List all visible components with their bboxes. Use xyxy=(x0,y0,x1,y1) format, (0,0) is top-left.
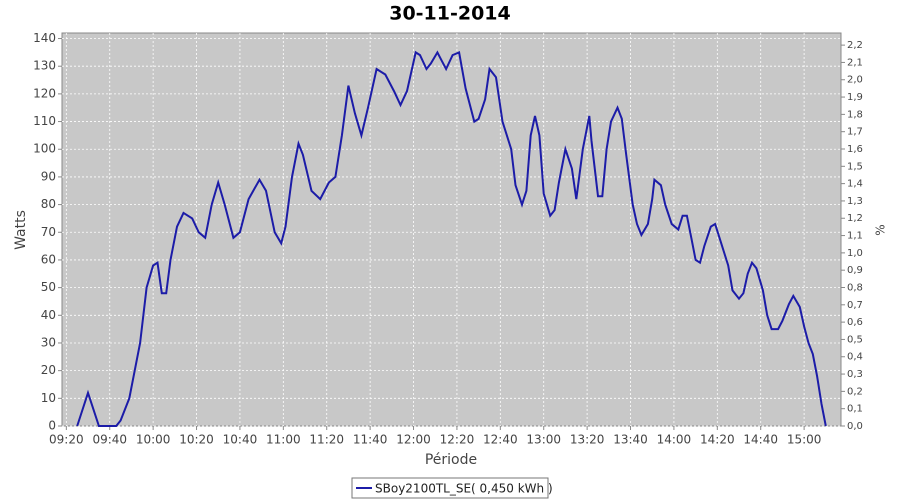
x-tick-label: 13:20 xyxy=(570,433,605,447)
y2-tick-label: 2,1 xyxy=(847,57,863,68)
y2-tick-label: 2,0 xyxy=(847,75,863,86)
legend xyxy=(351,477,549,499)
y2-tick-label: 0,4 xyxy=(847,352,863,363)
y2-tick-label: 1,9 xyxy=(847,92,863,103)
y2-axis: 0,0 0,1 0,2 0,3 0,4 0,5 0,6 0,7 0,8 0,9 1,0 1,1 1,2 1… xyxy=(841,40,863,432)
y2-tick-label: 0,0 xyxy=(847,421,863,432)
y2-tick-label: 0,7 xyxy=(847,300,863,311)
y2-tick-label: 1,7 xyxy=(847,127,863,138)
y2-tick-label: 0,6 xyxy=(847,317,863,328)
x-tick-label: 10:00 xyxy=(136,433,171,447)
y-tick-label: 80 xyxy=(41,197,56,211)
y2-tick-label: 1,0 xyxy=(847,248,863,259)
x-tick-label: 11:00 xyxy=(266,433,301,447)
y2-tick-label: 1,2 xyxy=(847,213,863,224)
y-tick-label: 140 xyxy=(33,31,56,45)
y-tick-label: 110 xyxy=(33,114,56,128)
x-tick-label: 10:40 xyxy=(223,433,258,447)
y2-tick-label: 1,4 xyxy=(847,179,863,190)
x-tick-label: 10:20 xyxy=(179,433,214,447)
chart-title: 30-11-2014 xyxy=(389,3,511,25)
y-tick-label: 50 xyxy=(41,280,56,294)
x-tick-label: 12:20 xyxy=(440,433,475,447)
y2-tick-label: 0,2 xyxy=(847,386,863,397)
x-tick-label: 14:00 xyxy=(657,433,692,447)
y-tick-label: 90 xyxy=(41,169,56,183)
y2-tick-label: 1,5 xyxy=(847,161,863,172)
x-tick-label: 13:00 xyxy=(526,433,561,447)
x-tick-label: 12:00 xyxy=(396,433,431,447)
y2-tick-label: 0,8 xyxy=(847,282,863,293)
plot-area xyxy=(61,32,842,427)
y-tick-label: 10 xyxy=(41,391,56,405)
y-tick-label: 0 xyxy=(48,419,56,433)
y-tick-label: 70 xyxy=(41,225,56,239)
y-tick-label: 130 xyxy=(33,59,56,73)
y2-tick-label: 0,1 xyxy=(847,404,863,415)
y-tick-label: 40 xyxy=(41,308,56,322)
legend-label: SBoy2100TL_SE( 0,450 kWh ) xyxy=(375,482,553,496)
x-axis-label: Période xyxy=(425,452,477,468)
y-tick-label: 30 xyxy=(41,335,56,349)
y2-tick-label: 1,6 xyxy=(847,144,863,155)
x-tick-label: 11:20 xyxy=(309,433,344,447)
y2-tick-label: 2,2 xyxy=(847,40,863,51)
y2-tick-label: 0,5 xyxy=(847,334,863,345)
x-tick-label: 09:40 xyxy=(92,433,127,447)
x-tick-label: 09:20 xyxy=(49,433,84,447)
y-axis-label: Watts xyxy=(13,210,29,250)
y2-axis-label: % xyxy=(874,224,888,235)
y2-tick-label: 0,9 xyxy=(847,265,863,276)
x-tick-label: 12:40 xyxy=(483,433,518,447)
y2-tick-label: 1,8 xyxy=(847,109,863,120)
x-tick-label: 11:40 xyxy=(353,433,388,447)
y-tick-label: 60 xyxy=(41,252,56,266)
x-tick-label: 14:20 xyxy=(700,433,735,447)
x-tick-label: 14:40 xyxy=(743,433,778,447)
x-tick-label: 13:40 xyxy=(613,433,648,447)
y-tick-label: 120 xyxy=(33,86,56,100)
series-line xyxy=(76,50,827,427)
x-tick-label: 15:00 xyxy=(787,433,822,447)
y-tick-label: 20 xyxy=(41,363,56,377)
y-tick-label: 100 xyxy=(33,142,56,156)
y2-tick-label: 1,3 xyxy=(847,196,863,207)
y2-tick-label: 1,1 xyxy=(847,231,863,242)
y2-tick-label: 0,3 xyxy=(847,369,863,380)
